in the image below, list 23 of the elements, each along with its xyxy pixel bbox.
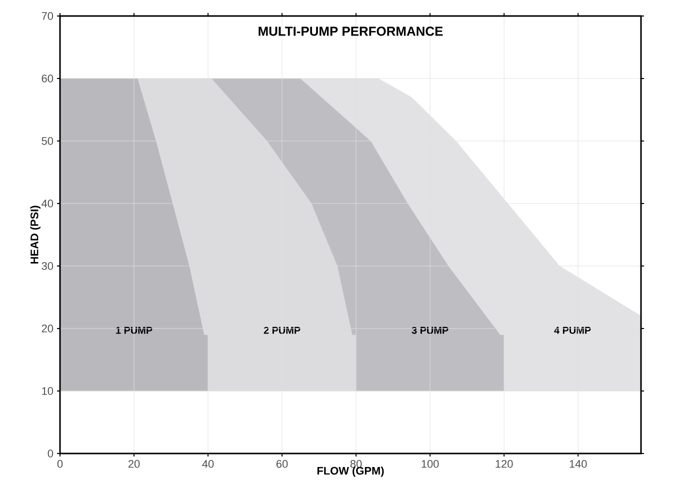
text: MULTI-PUMP PERFORMANCE [258, 26, 443, 36]
x-axis-title: FLOW (GPM) [317, 466, 384, 477]
x-tick-label: 80 [350, 460, 362, 468]
y-tick-label: 60 [42, 74, 54, 82]
x-tick-label: 0 [57, 460, 63, 468]
x-tick-label: 120 [496, 460, 513, 468]
series-label: 1 PUMP [116, 326, 152, 334]
x-tick-label: 140 [570, 460, 587, 468]
x-tick-label: 60 [276, 460, 288, 468]
x-tick-label: 20 [128, 460, 140, 468]
y-tick-label: 70 [42, 12, 54, 20]
series-label: 3 PUMP [412, 326, 448, 334]
y-tick-label: 10 [42, 387, 54, 395]
series-label: 2 PUMP [264, 326, 300, 334]
y-tick-label: 30 [42, 262, 54, 270]
x-tick-label: 100 [422, 460, 439, 468]
x-tick-label: 40 [202, 460, 214, 468]
series-label: 4 PUMP [554, 326, 591, 334]
y-tick-label: 40 [42, 200, 54, 208]
y-tick-label: 0 [48, 450, 54, 458]
y-tick-label: 50 [42, 137, 54, 145]
y-tick-label: 20 [42, 324, 54, 332]
y-axis-title: HEAD (PSI) [30, 206, 40, 264]
